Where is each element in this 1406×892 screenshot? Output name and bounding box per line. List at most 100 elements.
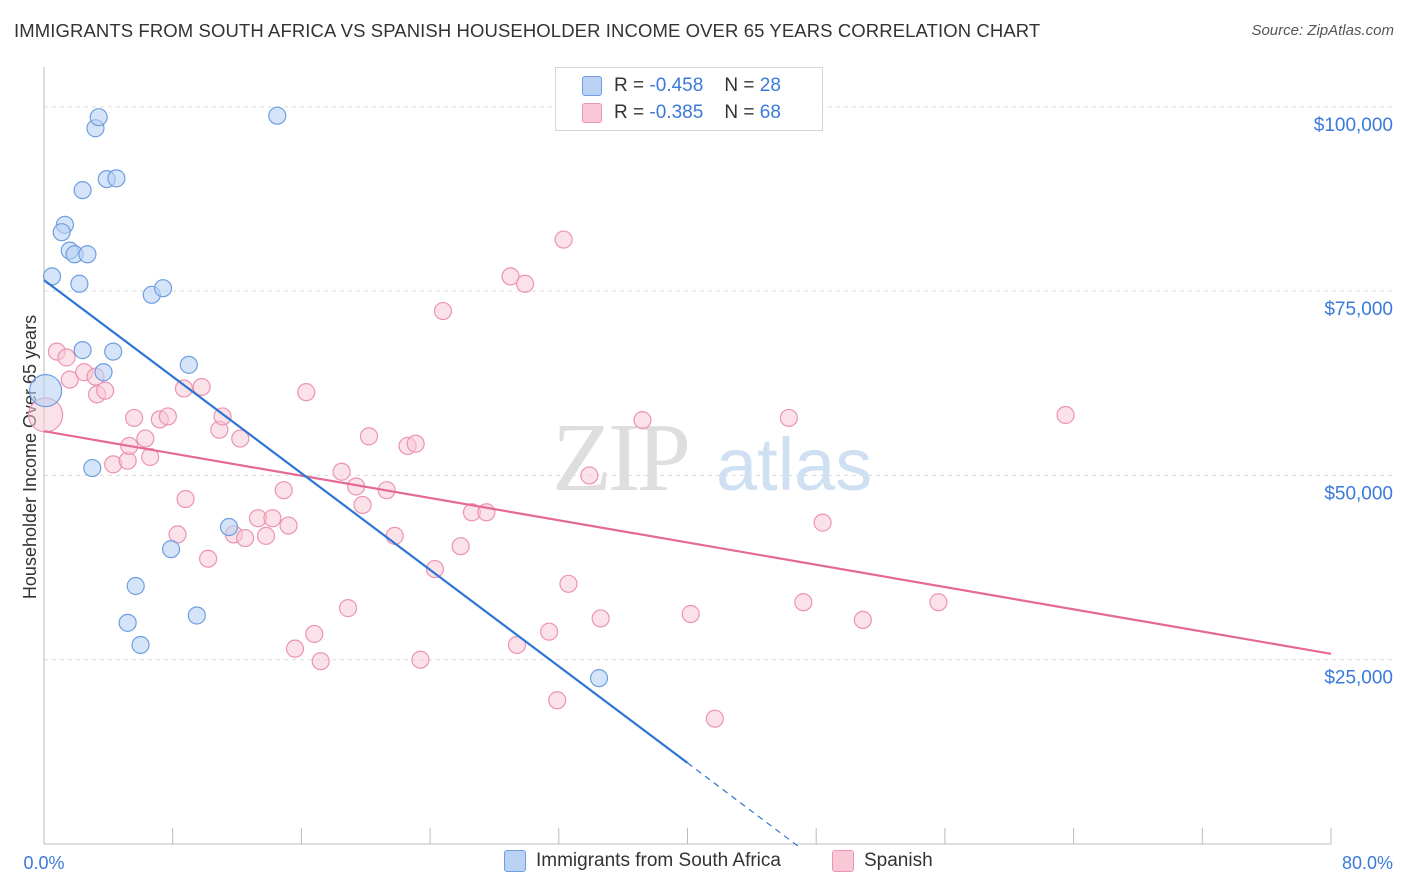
chart-title: IMMIGRANTS FROM SOUTH AFRICA VS SPANISH … (14, 20, 1041, 41)
spanish-point (57, 348, 76, 367)
y-tick-labels: $25,000 $50,000 $75,000 $100,000 (1314, 115, 1393, 689)
south-africa-point (52, 223, 71, 242)
spanish-point (96, 381, 115, 400)
bottom-legend-spanish: Spanish (832, 850, 933, 872)
spanish-point (853, 610, 872, 630)
spanish-point (311, 652, 330, 671)
watermark: ZIP atlas (552, 404, 872, 512)
spanish-point (124, 408, 144, 428)
spanish-point (353, 495, 372, 515)
south-africa-point (78, 245, 97, 264)
spanish-point (359, 427, 379, 446)
south-africa-point (589, 669, 609, 688)
spanish-point (433, 301, 453, 321)
bottom-legend-label: Immigrants from South Africa (536, 850, 781, 871)
y-tick-label: $100,000 (1314, 115, 1393, 136)
legend-n-value: 68 (759, 102, 781, 123)
spanish-point (591, 609, 610, 628)
x-tick-labels: 0.0% 80.0% (23, 853, 1393, 873)
x-tick-label-left: 0.0% (23, 853, 64, 873)
south-africa-point (73, 181, 92, 200)
south-africa-point (268, 106, 287, 125)
south-africa-point (83, 458, 102, 478)
legend-n-value: 28 (759, 75, 781, 96)
legend-n-label: N = (724, 102, 755, 123)
spanish-point (794, 593, 813, 612)
south-africa-point (29, 374, 63, 408)
grid-lines (44, 106, 1392, 661)
spanish-point (779, 408, 798, 428)
spanish-point (548, 691, 567, 710)
spanish-point (385, 526, 404, 545)
spanish-point (425, 559, 445, 579)
south-africa-point (219, 517, 239, 537)
bottom-legend-label: Spanish (864, 850, 933, 871)
south-africa-point (94, 363, 113, 382)
south-africa-point (153, 279, 173, 298)
spanish-point (540, 622, 559, 641)
spanish-point (633, 411, 652, 430)
south-africa-trend-extension (687, 762, 801, 849)
south-africa-point (73, 341, 92, 360)
spanish-point (515, 274, 535, 293)
south-africa-point (131, 635, 150, 655)
watermark-atlas: atlas (716, 423, 872, 506)
spanish-point (235, 528, 255, 548)
y-tick-label: $25,000 (1324, 668, 1393, 689)
legend-r-value: -0.458 (649, 75, 704, 96)
spanish-point (411, 650, 430, 669)
bottom-legend-south-africa: Immigrants from South Africa (504, 850, 781, 872)
spanish-point (507, 635, 527, 655)
spanish-point (451, 537, 470, 556)
spanish-point (705, 709, 724, 728)
legend-row-south-africa: R = -0.458 N = 28 (582, 74, 781, 98)
x-tick-label-right: 80.0% (1342, 853, 1393, 873)
legend-swatch-pink (582, 103, 602, 123)
spanish-point (813, 513, 832, 532)
spanish-point (332, 462, 351, 481)
spanish-point (554, 230, 573, 249)
legend-r-value: -0.385 (649, 102, 704, 123)
trend-lines (43, 279, 1332, 849)
spanish-point (174, 379, 194, 398)
legend-row-spanish: R = -0.385 N = 68 (582, 101, 781, 125)
source-label: Source: ZipAtlas.com (1251, 22, 1394, 39)
watermark-zip: ZIP (552, 404, 687, 512)
spanish-point (406, 434, 425, 453)
spanish-point (198, 549, 218, 568)
south-africa-point (179, 355, 198, 374)
spanish-point (158, 407, 177, 426)
spanish-point (929, 593, 948, 612)
bottom-legend-swatch-blue (504, 850, 526, 872)
y-axis-label-group: Householder Income Over 65 years (20, 315, 40, 599)
spanish-point (580, 466, 599, 485)
spanish-point (559, 574, 578, 593)
south-africa-point (126, 576, 145, 596)
south-africa-points (29, 106, 609, 688)
legend-n-label: N = (724, 75, 755, 96)
spanish-point (681, 604, 700, 624)
y-axis-label: Householder Income Over 65 years (20, 315, 40, 599)
spanish-point (501, 267, 520, 286)
y-tick-label: $75,000 (1324, 299, 1393, 320)
spanish-point (338, 599, 358, 618)
spanish-point (297, 383, 316, 402)
spanish-point (305, 624, 324, 644)
spanish-point (274, 481, 293, 500)
spanish-point (60, 370, 79, 389)
legend-r-label: R = (614, 75, 645, 96)
spanish-point (279, 516, 298, 535)
spanish-point (192, 377, 211, 397)
south-africa-point (107, 169, 126, 188)
south-africa-point (118, 613, 137, 632)
south-africa-point (89, 108, 108, 127)
y-tick-label: $50,000 (1324, 483, 1393, 504)
spanish-point (256, 526, 276, 545)
south-africa-trend-line (43, 279, 689, 764)
spanish-point (1056, 405, 1075, 425)
legend-r-label: R = (614, 102, 645, 123)
spanish-points (28, 230, 1075, 728)
bottom-legend-swatch-pink (832, 850, 854, 872)
spanish-point (285, 639, 305, 658)
